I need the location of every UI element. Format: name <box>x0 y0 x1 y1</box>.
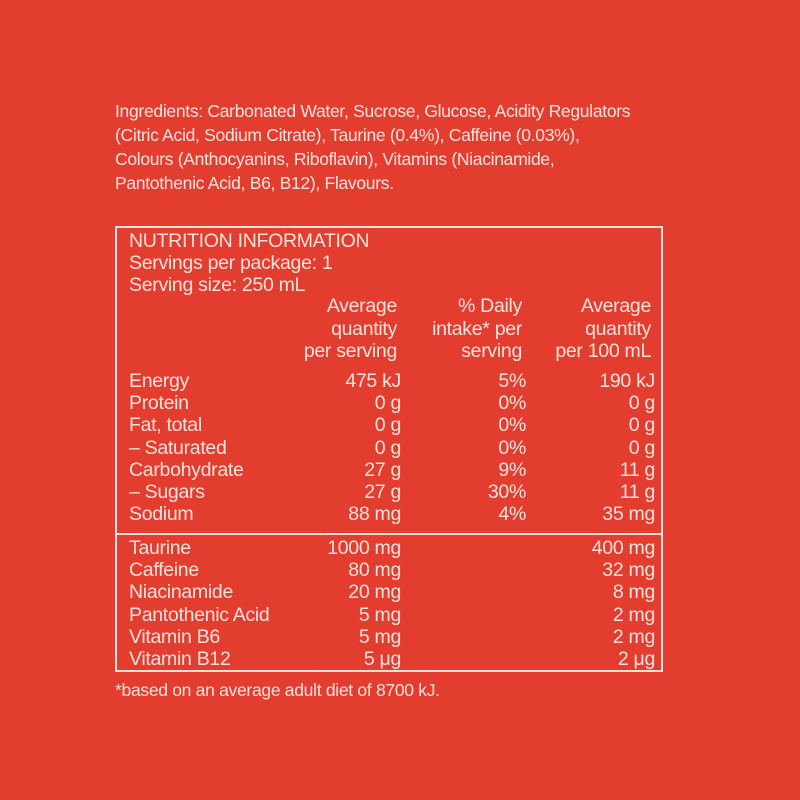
nutrient-name: Energy <box>129 370 189 392</box>
servings-per-package: Servings per package: 1 <box>129 252 333 274</box>
per-serving-value: 0 g <box>374 392 402 415</box>
table-divider <box>117 533 661 535</box>
nutrient-name: Vitamin B12 <box>129 648 231 670</box>
nutrient-name: Fat, total <box>129 414 202 437</box>
nutrient-name: Pantothenic Acid <box>129 603 270 626</box>
nutrient-name: Carbohydrate <box>129 458 244 481</box>
per-serving-value: 80 mg <box>348 559 401 582</box>
per-100ml-value: 2 mg <box>612 625 655 648</box>
daily-intake-value: 0% <box>498 414 526 437</box>
per-100ml-value: 0 g <box>628 436 656 459</box>
nutrition-title: NUTRITION INFORMATION <box>129 230 370 252</box>
per-serving-value: 27 g <box>364 481 401 503</box>
nutrient-name: – Saturated <box>129 436 227 459</box>
nutrition-panel: NUTRITION INFORMATION Servings per packa… <box>115 226 663 672</box>
nutrient-row: Caffeine 80 mg 32 mg <box>117 559 665 581</box>
nutrient-row: – Saturated 0 g 0% 0 g <box>117 437 665 459</box>
per-serving-value: 5 μg <box>363 648 401 670</box>
per-100ml-value: 0 g <box>628 392 656 415</box>
nutrient-name: – Sugars <box>129 481 205 503</box>
per-serving-value: 475 kJ <box>345 370 401 392</box>
nutrient-row: Vitamin B6 5 mg 2 mg <box>117 626 665 648</box>
per-serving-value: 1000 mg <box>327 537 401 559</box>
nutrient-row: Sodium 88 mg 4% 35 mg <box>117 503 665 525</box>
nutrient-name: Caffeine <box>129 559 199 582</box>
per-100ml-value: 190 kJ <box>599 370 655 392</box>
nutrient-row: Fat, total 0 g 0% 0 g <box>117 414 665 436</box>
daily-intake-value: 5% <box>498 370 526 392</box>
nutrient-row: Vitamin B12 5 μg 2 μg <box>117 648 665 670</box>
nutrient-name: Protein <box>129 392 189 415</box>
header-per-100ml: Average quantity per 100 mL <box>555 295 651 362</box>
per-100ml-value: 8 mg <box>612 581 655 604</box>
per-100ml-value: 11 g <box>619 481 656 503</box>
per-serving-value: 5 mg <box>358 603 401 626</box>
footnote: *based on an average adult diet of 8700 … <box>115 680 440 700</box>
nutrient-name: Taurine <box>129 537 191 559</box>
daily-intake-value: 4% <box>498 503 526 526</box>
daily-intake-value: 0% <box>498 392 526 415</box>
per-100ml-value: 0 g <box>628 414 656 437</box>
nutrient-name: Niacinamide <box>129 581 233 604</box>
per-serving-value: 20 mg <box>348 581 401 604</box>
daily-intake-value: 9% <box>498 458 526 481</box>
nutrient-row: Taurine 1000 mg 400 mg <box>117 537 665 559</box>
per-serving-value: 0 g <box>374 436 402 459</box>
nutrient-row: – Sugars 27 g 30% 11 g <box>117 481 665 503</box>
per-100ml-value: 400 mg <box>591 537 656 559</box>
ingredients-text: Ingredients: Carbonated Water, Sucrose, … <box>115 101 631 193</box>
nutrient-name: Vitamin B6 <box>129 625 220 648</box>
header-daily-intake: % Daily intake* per serving <box>432 295 522 362</box>
nutrient-row: Energy 475 kJ 5% 190 kJ <box>117 370 665 392</box>
per-serving-value: 0 g <box>374 414 402 437</box>
per-serving-value: 88 mg <box>348 503 401 526</box>
per-100ml-value: 2 μg <box>617 648 655 670</box>
nutrient-row: Carbohydrate 27 g 9% 11 g <box>117 459 665 481</box>
daily-intake-value: 30% <box>487 481 526 503</box>
per-100ml-value: 32 mg <box>602 559 655 582</box>
per-serving-value: 27 g <box>364 458 401 481</box>
per-100ml-value: 2 mg <box>612 603 655 626</box>
header-per-serving: Average quantity per serving <box>303 295 397 362</box>
daily-intake-value: 0% <box>498 436 526 459</box>
serving-size: Serving size: 250 mL <box>129 274 306 296</box>
per-100ml-value: 35 mg <box>602 503 655 526</box>
nutrient-row: Pantothenic Acid 5 mg 2 mg <box>117 604 665 626</box>
nutrient-name: Sodium <box>129 503 194 526</box>
nutrient-row: Niacinamide 20 mg 8 mg <box>117 581 665 603</box>
per-serving-value: 5 mg <box>358 625 401 648</box>
per-100ml-value: 11 g <box>619 458 656 481</box>
nutrient-row: Protein 0 g 0% 0 g <box>117 392 665 414</box>
